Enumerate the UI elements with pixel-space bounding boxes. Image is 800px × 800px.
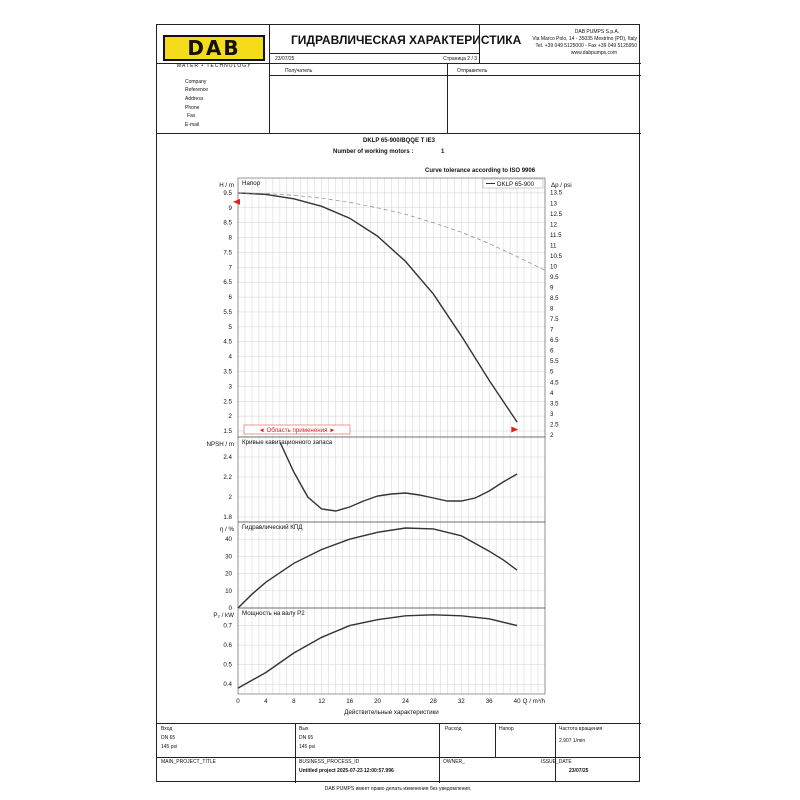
business-process-label: BUSINESS_PROCESS_ID <box>299 759 360 765</box>
issue-date-label: ISSUE_DATE <box>541 759 572 765</box>
speed-label: Частота вращения <box>559 726 603 732</box>
head-label: Напор <box>499 726 514 732</box>
inlet-psi: 145 psi <box>161 744 178 750</box>
outlet-label: Вых <box>299 726 309 732</box>
disclaimer: DAB PUMPS имеет право делать изменения б… <box>324 786 472 792</box>
document-title: ГИДРАВЛИЧЕСКАЯ ХАРАКТЕРИСТИКА <box>291 33 522 47</box>
business-process-value: Untitled project 2025-07-23 12:00:57.996 <box>299 768 394 774</box>
field-fax: Fax <box>187 113 196 119</box>
field-address: Address <box>185 96 204 102</box>
receiver-label: Получатель <box>285 68 313 74</box>
dab-logo: DAB <box>163 35 265 61</box>
outlet-dn: DN 65 <box>299 735 314 741</box>
company-phone-fax: Tel. +39 049 5125000 - Fax +39 049 51259… <box>535 43 637 49</box>
header-date: 23/07/25 <box>275 56 295 62</box>
page-number: Страница 2 / 3 <box>443 56 477 62</box>
motors-value: 1 <box>441 149 445 155</box>
pump-model: DKLP 65-900/BQQE T IE3 <box>363 138 435 144</box>
field-reference: Reference <box>185 87 209 93</box>
logo-subtitle: WATER • TECHNOLOGY <box>176 63 252 69</box>
field-email: E-mail <box>185 122 200 128</box>
company-name: DAB PUMPS S.p.A. <box>574 29 620 35</box>
owner-label: OWNER_ <box>443 759 465 765</box>
company-website: www.dabpumps.com <box>570 50 617 56</box>
flow-label: Расход <box>445 726 462 732</box>
field-phone: Phone <box>185 105 200 111</box>
curve-tolerance: Curve tolerance according to ISO 9906 <box>425 168 536 174</box>
sender-label: Отправитель <box>457 68 488 74</box>
field-company: Company <box>185 79 207 85</box>
inlet-dn: DN 65 <box>161 735 176 741</box>
speed-value: 2.907 1/min <box>559 738 586 744</box>
issue-date-value: 23/07/25 <box>569 768 589 774</box>
inlet-label: Вход <box>161 726 173 732</box>
datasheet-frame: DAB WATER • TECHNOLOGY ГИДРАВЛИЧЕСКАЯ ХА… <box>156 24 641 783</box>
company-address: Via Marco Polo, 14 - 35035 Mestrino (PD)… <box>532 36 637 42</box>
motors-label: Number of working motors : <box>333 149 414 155</box>
main-project-label: MAIN_PROJECT_TITLE <box>161 759 217 765</box>
outlet-psi: 145 psi <box>299 744 316 750</box>
